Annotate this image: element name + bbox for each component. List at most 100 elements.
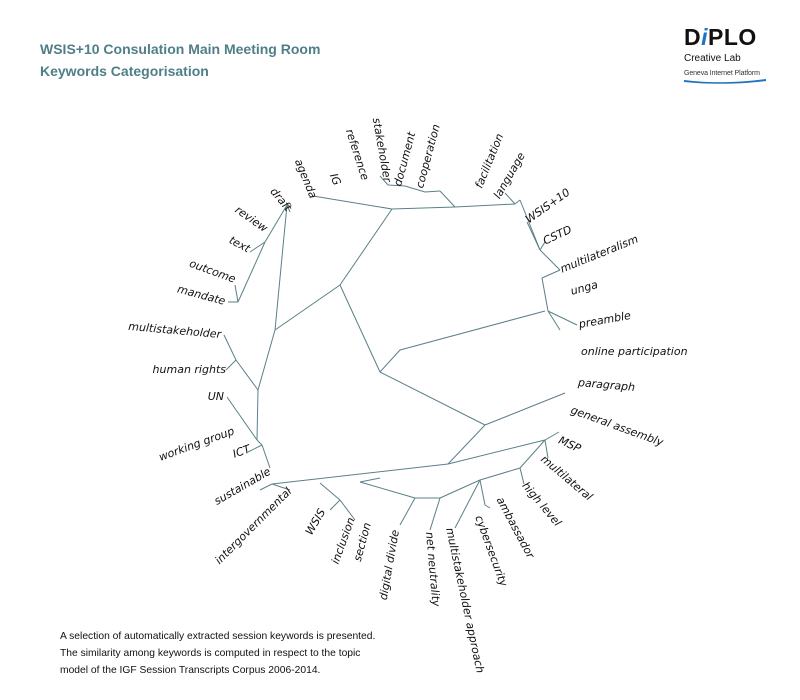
dendrogram-branch [539, 249, 561, 271]
keyword-label: outcome [188, 257, 238, 286]
dendrogram-branch [544, 439, 549, 459]
keyword-label: digital divide [377, 529, 402, 601]
dendrogram-branch [404, 185, 426, 193]
keyword-label: draft [267, 185, 294, 214]
keyword-label: CSTD [541, 223, 574, 247]
keyword-label: review [233, 203, 270, 235]
dendrogram-branch [447, 424, 486, 465]
dendrogram-branch [339, 499, 356, 521]
title-line-2: Keywords Categorisation [40, 63, 209, 79]
dendrogram-branch [479, 479, 486, 506]
dendrogram-branch [526, 221, 541, 251]
keyword-label: agenda [292, 157, 320, 200]
keyword-label: general assembly [569, 403, 666, 449]
dendrogram-branch [514, 199, 521, 205]
keyword-label: multistakeholder approach [443, 527, 487, 675]
dendrogram-branch [539, 241, 546, 251]
dendrogram-branch [454, 479, 481, 529]
dendrogram-branch [547, 310, 561, 331]
caption-line-2: The similarity among keywords is compute… [60, 648, 361, 659]
dendrogram-branch [319, 482, 341, 501]
dendrogram-branch [439, 190, 456, 208]
keyword-label: UN [208, 390, 224, 403]
dendrogram-branch [379, 371, 486, 426]
keyword-label: MSP [556, 434, 583, 456]
dendrogram-branch [249, 241, 266, 253]
title-line-1: WSIS+10 Consulation Main Meeting Room [40, 41, 321, 57]
keyword-label: online participation [581, 345, 688, 358]
keyword-label: unga [569, 278, 599, 298]
keyword-label: working group [157, 424, 236, 463]
caption-line-1: A selection of automatically extracted s… [60, 631, 376, 642]
dendrogram-branch [519, 439, 546, 469]
caption: A selection of automatically extracted s… [60, 628, 420, 679]
caption-line-3: model of the IGF Session Transcripts Cor… [60, 665, 321, 676]
dendrogram-branch [387, 184, 406, 187]
dendrogram-branch [544, 431, 560, 441]
keyword-label: ICT [231, 442, 253, 461]
keyword-label: cooperation [413, 123, 443, 190]
dendrogram-branch [447, 439, 546, 465]
dendrogram-branch [271, 463, 449, 485]
page-title: WSIS+10 Consulation Main Meeting Room Ke… [40, 38, 320, 82]
logo-wordmark: DiPLO [684, 24, 757, 50]
dendrogram-branch [225, 359, 237, 371]
dendrogram-branch [379, 175, 389, 186]
dendrogram-branch [359, 477, 381, 483]
dendrogram-branch [264, 204, 288, 243]
dendrogram-branch [359, 481, 416, 499]
dendrogram-branch [257, 329, 276, 391]
dendrogram-branch [484, 392, 566, 426]
keyword-label: cybersecurity [472, 514, 510, 589]
dendrogram-branch [454, 203, 516, 208]
keyword-label: multilateralism [558, 232, 640, 275]
dendrogram-branch [259, 483, 273, 491]
dendrogram-branch [256, 389, 259, 441]
dendrogram-branch [312, 195, 393, 210]
dendrogram-branch [424, 190, 441, 193]
dendrogram-branch [274, 204, 288, 331]
logo-platform: Geneva Internet Platform [684, 70, 760, 77]
dendrogram-branch [479, 467, 521, 481]
keyword-label: reference [343, 127, 372, 182]
dendrogram-branch [234, 284, 239, 303]
dendrogram-branch [237, 241, 266, 303]
dendrogram-branch [399, 497, 416, 526]
keyword-label: mandate [176, 282, 227, 307]
dendrogram-branch [339, 284, 381, 373]
dendrogram-branch [223, 334, 237, 361]
keyword-label: multistakeholder [128, 320, 223, 341]
keyword-label: high level [519, 480, 563, 529]
keyword-label: multilateral [538, 453, 595, 504]
dendrogram-branch [339, 208, 393, 286]
keyword-label: human rights [153, 363, 227, 376]
dendrogram-branch [329, 499, 341, 511]
keyword-label: text [227, 234, 253, 256]
keyword-label: WSIS [303, 506, 328, 537]
diplo-logo: DiPLO Creative Lab Geneva Internet Platf… [684, 24, 774, 94]
keyword-label: paragraph [576, 376, 635, 394]
dendrogram-branch [256, 439, 263, 446]
dendrogram-branches [223, 175, 578, 531]
dendrogram-branch [399, 310, 546, 351]
keyword-label: preamble [577, 309, 632, 331]
dendrogram-branch [226, 396, 258, 441]
dendrogram-branch [235, 359, 259, 391]
dendrogram-branch [519, 467, 525, 485]
dendrogram-branch [484, 504, 491, 509]
logo-swoosh [684, 79, 766, 84]
dendrogram-branch [274, 284, 341, 331]
keyword-label: WSIS+10 [523, 186, 572, 226]
keyword-label: stakeholder [370, 117, 394, 185]
dendrogram-branch [547, 310, 578, 326]
dendrogram-branch [429, 497, 441, 531]
dendrogram-branch [261, 444, 271, 469]
dendrogram-branch [379, 349, 401, 373]
dendrogram-branch [391, 206, 456, 210]
keyword-label: sustainable [212, 465, 273, 508]
keyword-label: net neutrality [423, 531, 443, 607]
dendrogram-branch [286, 204, 291, 213]
keyword-label: IG [327, 171, 343, 187]
logo-subtitle: Creative Lab [684, 53, 741, 64]
